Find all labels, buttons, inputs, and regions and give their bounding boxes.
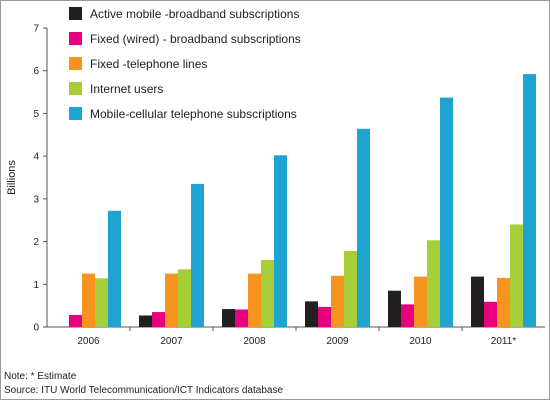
x-tick-label: 2008	[243, 336, 266, 347]
bar	[248, 273, 261, 327]
y-tick-label: 1	[33, 280, 39, 291]
bar	[440, 97, 453, 327]
bar	[152, 312, 165, 327]
x-tick-label: 2011*	[491, 336, 517, 347]
y-tick-label: 7	[33, 24, 39, 35]
y-tick-label: 2	[33, 237, 39, 248]
bar	[510, 224, 523, 327]
bars	[69, 74, 536, 327]
bar	[261, 259, 274, 327]
legend-swatch	[69, 32, 82, 45]
legend-label: Fixed (wired) - broadband subscriptions	[90, 32, 301, 46]
bar	[318, 306, 331, 327]
bar	[274, 155, 287, 327]
legend-label: Fixed -telephone lines	[90, 57, 207, 71]
bar	[235, 309, 248, 327]
y-axis-title: Billions	[6, 160, 18, 195]
bar	[357, 128, 370, 327]
legend: Active mobile -broadband subscriptions Fi…	[69, 7, 301, 121]
bar	[331, 275, 344, 327]
x-tick-label: 2010	[409, 336, 432, 347]
x-tick-label: 2006	[77, 336, 100, 347]
bar	[82, 273, 95, 327]
note-text: Note: * Estimate	[4, 371, 77, 382]
bar	[108, 210, 121, 327]
axes: 0 1 2 3 4 5 6 7 Billions 2006 2007 2008 2009 2010 2011…	[6, 24, 545, 347]
bar	[305, 301, 318, 327]
legend-label: Active mobile -broadband subscriptions	[90, 7, 299, 21]
legend-swatch	[69, 107, 82, 120]
bar	[344, 250, 357, 327]
bar	[222, 309, 235, 327]
y-tick-label: 0	[33, 323, 39, 334]
bar	[401, 304, 414, 327]
y-tick-label: 5	[33, 109, 39, 120]
y-tick-label: 6	[33, 66, 39, 77]
bar	[95, 278, 108, 327]
legend-swatch	[69, 57, 82, 70]
bar	[139, 315, 152, 327]
bar	[427, 240, 440, 327]
bar	[497, 277, 510, 327]
legend-label: Internet users	[90, 82, 163, 96]
legend-swatch	[69, 7, 82, 20]
bar	[484, 301, 497, 327]
y-tick-label: 4	[33, 152, 39, 163]
bar	[191, 183, 204, 327]
bar	[388, 290, 401, 327]
legend-swatch	[69, 82, 82, 95]
bar	[178, 269, 191, 327]
x-tick-label: 2007	[160, 336, 183, 347]
bar	[414, 276, 427, 327]
bar	[165, 273, 178, 327]
bar	[471, 276, 484, 327]
source-text: Source: ITU World Telecommunication/ICT …	[4, 385, 284, 396]
bar	[523, 74, 536, 327]
x-tick-label: 2009	[326, 336, 349, 347]
y-tick-label: 3	[33, 194, 39, 205]
legend-label: Mobile-cellular telephone subscriptions	[90, 107, 297, 121]
bar	[69, 315, 82, 327]
